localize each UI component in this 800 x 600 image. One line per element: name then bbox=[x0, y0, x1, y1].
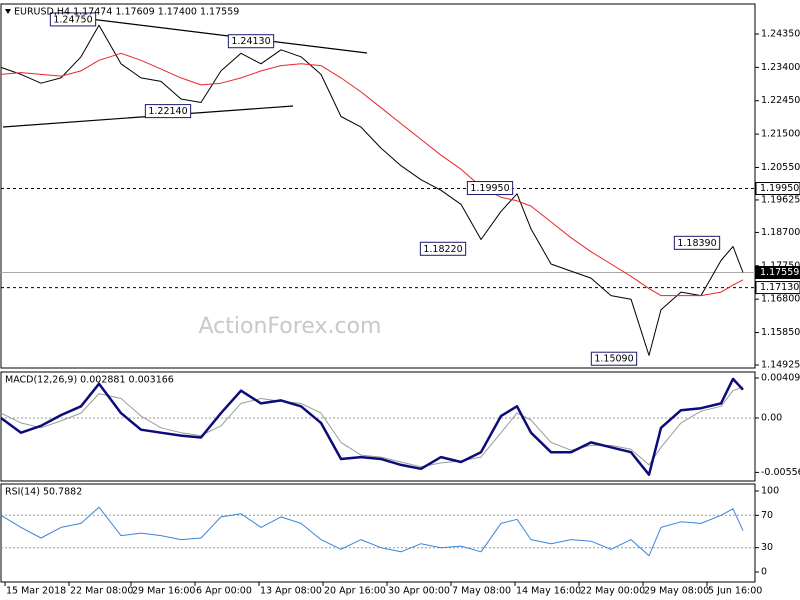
x-tick-label: 30 Apr 00:00 bbox=[388, 586, 450, 597]
price-level-box bbox=[755, 266, 800, 280]
x-tick-label: 6 Apr 00:00 bbox=[196, 586, 252, 597]
pane-frame bbox=[0, 3, 756, 369]
price-annotation-box bbox=[673, 235, 721, 250]
series-line bbox=[0, 377, 744, 476]
pane-title: EURUSD,H4 1.17474 1.17609 1.17400 1.1755… bbox=[14, 7, 239, 18]
pane-title: RSI(14) 50.7882 bbox=[5, 487, 82, 498]
series-line bbox=[0, 52, 744, 297]
price-annotation-box bbox=[49, 12, 97, 27]
y-tick-label: 1.22450 bbox=[761, 95, 800, 106]
symbol-icon bbox=[5, 9, 11, 14]
price-annotation-label: 1.18220 bbox=[423, 244, 462, 255]
y-tick-label: 1.20550 bbox=[761, 162, 800, 173]
price-annotation-label: 1.15090 bbox=[594, 354, 633, 365]
watermark: ActionForex.com bbox=[199, 314, 382, 339]
y-tick-label: 0.00 bbox=[761, 413, 782, 424]
y-tick-label: 0.004094 bbox=[761, 373, 800, 384]
price-annotation-label: 1.18390 bbox=[677, 238, 716, 249]
pane-frame bbox=[0, 371, 756, 482]
y-tick-label: 1.18700 bbox=[761, 227, 800, 238]
x-tick-label: 15 Mar 2018 bbox=[6, 586, 66, 597]
price-annotation-box bbox=[419, 241, 467, 256]
y-tick-label: -0.005568 bbox=[761, 467, 800, 478]
y-tick-label: 70 bbox=[761, 510, 773, 521]
series-line bbox=[0, 506, 744, 557]
price-annotation-box bbox=[590, 351, 638, 366]
price-level-label: 1.17559 bbox=[760, 267, 799, 278]
price-annotation-label: 1.24750 bbox=[53, 14, 92, 25]
price-level-label: 1.19950 bbox=[760, 183, 799, 194]
y-tick-label: 1.19625 bbox=[761, 194, 800, 205]
x-tick-label: 7 May 08:00 bbox=[452, 586, 511, 597]
y-tick-label: 1.23400 bbox=[761, 62, 800, 73]
price-annotation-label: 1.22140 bbox=[148, 106, 187, 117]
price-annotation-label: 1.24130 bbox=[231, 36, 270, 47]
y-tick-label: 1.15850 bbox=[761, 327, 800, 338]
x-tick-label: 22 May 00:00 bbox=[580, 586, 645, 597]
y-tick-label: 1.17750 bbox=[761, 260, 800, 271]
x-tick-label: 29 May 08:00 bbox=[644, 586, 709, 597]
price-level-box bbox=[755, 281, 800, 295]
x-tick-label: 13 Apr 08:00 bbox=[260, 586, 322, 597]
y-tick-label: 1.16800 bbox=[761, 294, 800, 305]
y-tick-label: 1.24350 bbox=[761, 28, 800, 39]
price-annotation-box bbox=[144, 104, 192, 119]
y-tick-label: 30 bbox=[761, 542, 773, 553]
price-annotation-box bbox=[466, 181, 514, 196]
y-tick-label: 1.14925 bbox=[761, 360, 800, 371]
price-level-label: 1.17130 bbox=[760, 282, 799, 293]
price-level-box bbox=[755, 182, 800, 196]
price-annotation-label: 1.19950 bbox=[470, 183, 509, 194]
series-line bbox=[0, 24, 744, 356]
x-tick-label: 20 Apr 16:00 bbox=[324, 586, 386, 597]
y-tick-label: 0 bbox=[761, 567, 767, 578]
y-tick-label: 1.21500 bbox=[761, 129, 800, 140]
x-tick-label: 22 Mar 08:00 bbox=[70, 586, 133, 597]
x-tick-label: 29 Mar 16:00 bbox=[132, 586, 195, 597]
pane-frame bbox=[0, 483, 756, 583]
x-tick-label: 14 May 16:00 bbox=[516, 586, 581, 597]
x-tick-label: 5 Jun 16:00 bbox=[708, 586, 762, 597]
price-annotation-box bbox=[227, 34, 275, 49]
y-tick-label: 100 bbox=[761, 485, 779, 496]
series-line bbox=[0, 386, 744, 468]
pane-title: MACD(12,26,9) 0.002881 0.003166 bbox=[5, 375, 174, 386]
